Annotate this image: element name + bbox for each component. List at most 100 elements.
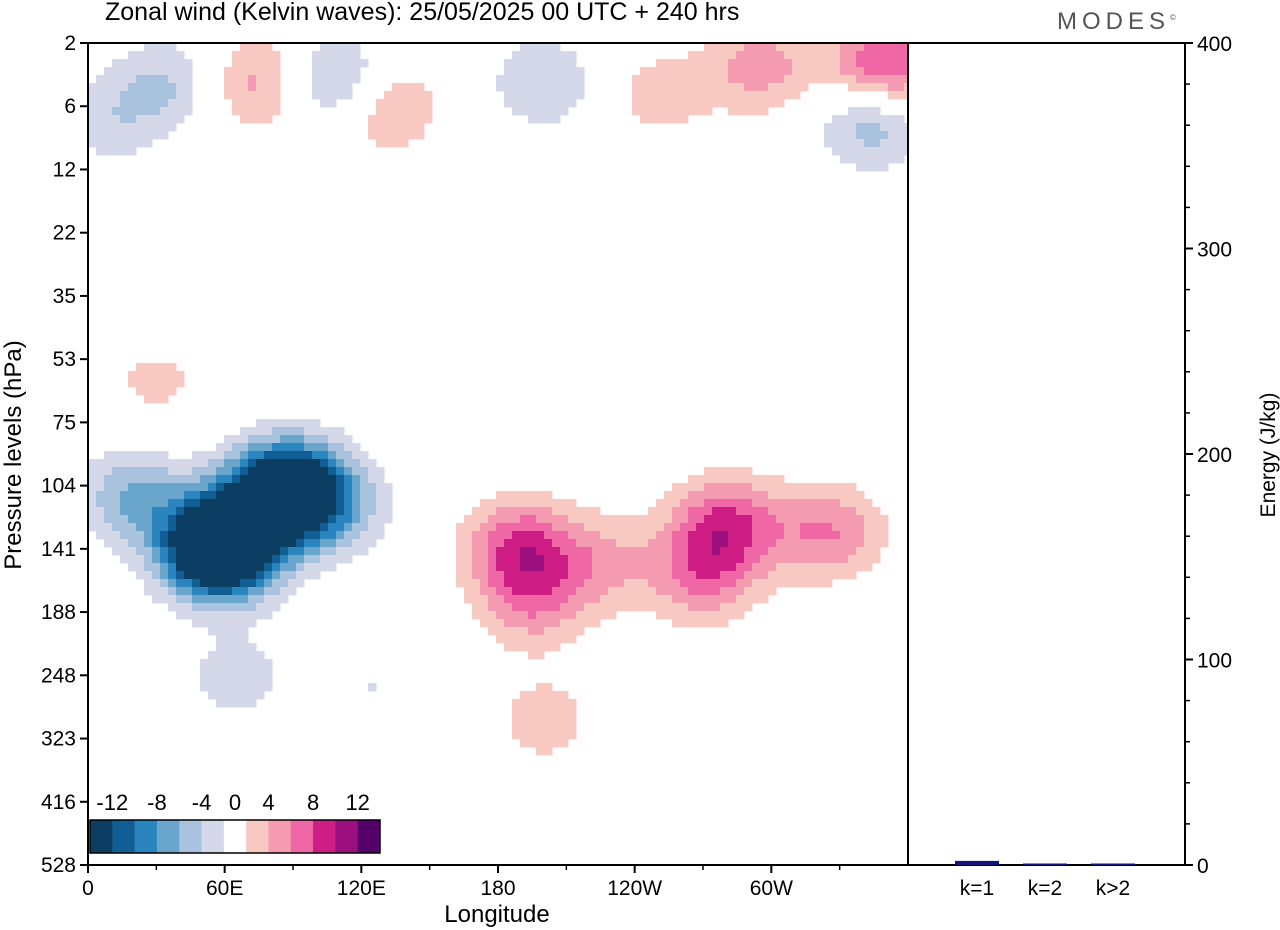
field-cell [264,83,273,92]
field-cell [232,451,241,460]
field-cell [376,531,385,540]
x-tick-label: 60E [206,877,243,900]
field-cell [616,547,625,556]
field-cell [520,731,529,740]
field-cell [560,539,569,548]
field-cell [392,131,401,140]
field-cell [256,91,265,100]
field-cell [136,483,145,492]
field-cell [168,459,177,468]
field-cell [656,571,665,580]
field-cell [224,91,233,100]
field-cell [528,515,537,524]
field-cell [288,419,297,428]
field-cell [392,115,401,124]
field-cell [384,115,393,124]
field-cell [864,147,873,156]
field-cell [328,443,337,452]
field-cell [696,51,705,60]
field-cell [600,555,609,564]
field-cell [824,75,833,84]
field-cell [560,723,569,732]
colorbar-swatch [179,820,202,853]
field-cell [864,539,873,548]
field-cell [168,115,177,124]
field-cell [752,531,761,540]
field-cell [544,107,553,116]
field-cell [424,99,433,108]
field-cell [480,555,489,564]
field-cell [696,539,705,548]
field-cell [232,587,241,596]
colorbar-swatch [290,820,314,853]
field-cell [760,43,769,52]
field-cell [696,515,705,524]
field-cell [736,491,745,500]
field-cell [288,483,297,492]
field-cell [608,523,617,532]
field-cell [504,635,513,644]
field-cell [256,467,265,476]
field-cell [256,579,265,588]
field-cell [240,683,249,692]
field-cell [584,515,593,524]
field-cell [288,579,297,588]
field-cell [568,99,577,108]
field-cell [184,107,193,116]
field-cell [136,539,145,548]
field-cell [176,515,185,524]
field-cell [624,595,633,604]
field-cell [640,107,649,116]
field-cell [680,107,689,116]
field-cell [712,595,721,604]
field-cell [560,739,569,748]
field-cell [728,99,737,108]
field-cell [792,499,801,508]
field-cell [696,603,705,612]
field-cell [552,515,561,524]
field-cell [120,539,129,548]
field-cell [168,515,177,524]
field-cell [552,51,561,60]
field-cell [472,611,481,620]
field-cell [688,611,697,620]
field-cell [800,515,809,524]
field-cell [128,507,137,516]
field-cell [720,523,729,532]
field-cell [240,539,249,548]
field-cell [352,451,361,460]
field-cell [400,131,409,140]
field-cell [248,507,257,516]
field-cell [408,123,417,132]
field-cell [96,107,105,116]
field-cell [328,51,337,60]
field-cell [608,539,617,548]
field-cell [736,67,745,76]
field-cell [248,699,257,708]
field-cell [368,523,377,532]
field-cell [184,75,193,84]
field-cell [552,579,561,588]
field-cell [224,531,233,540]
field-cell [168,467,177,476]
field-cell [544,491,553,500]
field-cell [760,483,769,492]
field-cell [136,491,145,500]
field-cell [504,67,513,76]
field-cell [208,571,217,580]
field-cell [736,475,745,484]
field-cell [224,491,233,500]
field-cell [784,43,793,52]
field-cell [520,707,529,716]
field-cell [88,91,97,100]
field-cell [104,491,113,500]
field-cell [696,563,705,572]
field-cell [120,67,129,76]
field-cell [848,83,857,92]
field-cell [832,131,841,140]
field-cell [480,547,489,556]
field-cell [544,691,553,700]
field-cell [520,619,529,628]
field-cell [96,531,105,540]
field-cell [112,483,121,492]
